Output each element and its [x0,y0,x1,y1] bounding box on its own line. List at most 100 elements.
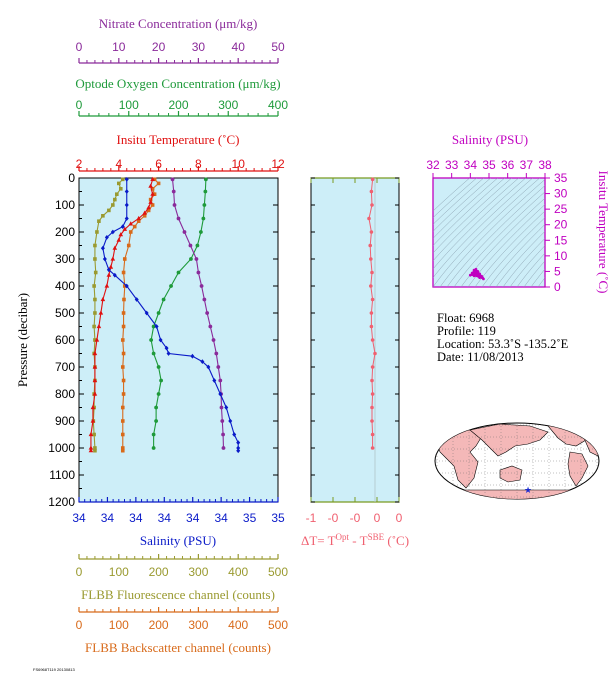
temperature-point [106,272,112,277]
temperature-point [112,245,118,250]
date: Date: 11/08/2013 [437,350,524,364]
delta-t-point [367,216,371,221]
ts-contour [433,178,492,232]
temperature-point [110,256,116,261]
nitrate-point [172,203,177,207]
temperature-point [92,391,98,396]
backscatter-point [150,187,155,191]
temperature-point [148,199,153,204]
pressure-tick-label: 1100 [49,468,75,482]
temperature-point [146,205,151,210]
backscatter-point [121,311,126,315]
backscatter-point [148,197,153,202]
fluorescence-point [115,192,119,196]
temperature-point [94,337,100,342]
salinity-point [124,176,129,182]
delta-t-point [370,338,375,342]
axis-tick-label: 300 [218,98,238,112]
axis-tick-label: 12 [271,157,285,171]
fluorescence-axis-title: FLBB Fluorescence channel (counts) [81,587,275,602]
float-info-block: Float: 6968 Profile: 119 Location: 53.3˚… [437,311,569,364]
axis-tick-label: 200 [168,98,188,112]
salinity-point [228,418,233,424]
temperature-point [88,445,94,450]
delta-t-series [367,177,377,450]
ts-x-tick-label: 35 [482,158,496,172]
float-position-marker: ★ [524,486,532,496]
pressure-tick-label: 900 [55,414,75,428]
pressure-tick-label: 600 [55,333,75,347]
axis-tick-label: 34 [101,511,115,525]
delta-t-tick-label: 0 [396,511,403,525]
ts-y-tick-label: 25 [554,202,568,216]
pressure-tick-label: 700 [55,360,75,374]
backscatter-point [120,419,125,423]
salinity-point [144,310,149,316]
salinity-point [100,245,105,251]
oxygen-point [189,257,193,261]
ts-x-tick-label: 36 [501,158,515,172]
backscatter-point [121,378,126,383]
backscatter-point [121,324,126,329]
ts-contour [523,260,545,287]
backscatter-point [152,177,157,182]
axis-tick-label: 0 [76,40,83,54]
axis-tick-label: 35 [243,511,257,525]
ts-point [478,276,482,280]
oxygen-point [201,216,206,221]
delta-t-point [370,365,375,369]
fluorescence-point [92,432,96,437]
ts-contour [433,178,534,279]
temperature-point [88,448,94,453]
backscatter-point [120,338,125,342]
ts-contour [446,185,545,287]
oxygen-point [176,270,181,275]
map-landmass [439,489,599,499]
salinity-point [112,272,117,278]
ts-contour [433,178,499,239]
backscatter-axis: 0 100 200 300 400 500 [76,607,288,632]
ts-contour [433,178,541,287]
delta-t-tick-label: -0 [328,511,339,525]
delta-t-point [369,257,373,261]
oxygen-point [151,324,156,329]
fluorescence-point [95,230,99,234]
temperature-axis: 2 4 6 8 10 12 [76,157,285,172]
backscatter-point [120,365,125,369]
axis-tick-label: 300 [188,565,208,579]
pressure-tick-label: 200 [55,225,75,239]
axis-tick-label: 400 [268,98,288,112]
salinity-point [110,229,115,235]
ts-y-tick-label: 5 [554,264,561,278]
temperature-point [92,364,98,369]
ts-contour [433,178,527,270]
oxygen-point [198,230,203,234]
axis-tick-label: 200 [149,565,169,579]
main-profile-series [88,176,241,454]
axis-tick-label: 2 [76,157,83,171]
temperature-point [92,350,98,356]
delta-t-axis-title: ΔT= TOpt - TSBE (˚C) [301,532,409,548]
fluorescence-point [93,311,97,315]
ts-contour [509,245,545,287]
axis-tick-label: 4 [115,157,122,171]
axis-tick-label: 200 [149,618,169,632]
oxygen-point [156,311,161,315]
nitrate-point [214,351,219,356]
fluorescence-point [93,338,97,342]
oxygen-point [154,405,159,410]
ts-temperature-axis-title: Insitu Temperature (˚C) [596,170,611,293]
fluorescence-point [92,324,96,329]
salinity-point [236,440,241,445]
temperature-point [122,226,128,231]
axis-tick-label: 30 [192,40,206,54]
fluorescence-point [93,448,97,453]
ts-point [482,277,485,281]
pressure-tick-label: 100 [55,198,75,212]
axis-tick-label: 34 [72,511,86,525]
ts-contour [516,252,545,287]
nitrate-point [196,270,201,275]
delta-t-point [373,351,377,356]
fluorescence-point [111,203,115,207]
